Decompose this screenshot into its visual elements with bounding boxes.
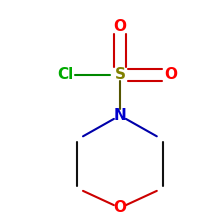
Text: O: O — [164, 67, 177, 82]
Text: Cl: Cl — [57, 67, 73, 82]
Text: S: S — [114, 67, 125, 82]
Text: O: O — [113, 200, 126, 215]
Text: N: N — [114, 108, 126, 123]
Text: O: O — [113, 19, 126, 34]
